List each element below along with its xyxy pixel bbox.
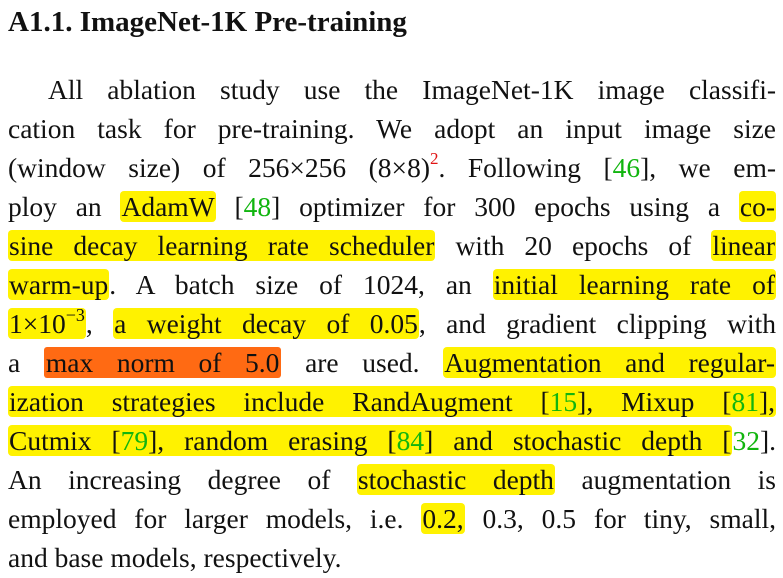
highlight: AdamW — [120, 191, 216, 222]
highlight: linear — [711, 230, 776, 261]
footnote-mark[interactable]: 2 — [429, 149, 439, 168]
paragraph: All ablation study use the ImageNet-1K i… — [8, 70, 776, 577]
text-span: a — [8, 347, 44, 378]
text-line: and base models, respectively. — [8, 538, 776, 577]
text-span: . Following [ — [438, 152, 613, 183]
text-span: are used. — [281, 347, 444, 378]
text-span: ]. — [759, 425, 777, 456]
section-heading: A1.1. ImageNet-1K Pre-training — [8, 6, 407, 38]
text-span: 1×10 — [9, 308, 66, 339]
text-line: cation task for pre-training. We adopt a… — [8, 109, 776, 148]
exponent: −3 — [65, 305, 85, 325]
text-span: Cutmix [ — [9, 425, 121, 456]
text-line: 1×10−3, a weight decay of 0.05, and grad… — [8, 304, 776, 343]
text-span: , and gradient clipping with — [418, 308, 777, 339]
citation-link[interactable]: 15 — [549, 386, 578, 417]
text-span: ploy an — [8, 191, 121, 222]
text-span: (window size) of 256×256 (8×8) — [8, 152, 430, 183]
text-span: ], we em- — [640, 152, 777, 183]
citation-link[interactable]: 84 — [396, 425, 425, 456]
text-span: and base models, respectively. — [8, 542, 342, 573]
text-span: employed for larger models, i.e. — [8, 503, 422, 534]
text-line: employed for larger models, i.e. 0.2, 0.… — [8, 499, 776, 538]
highlight: warm-up — [8, 269, 110, 300]
highlight: Augmentation and regular- — [443, 347, 776, 378]
highlight-orange: max norm of 5.0 — [43, 347, 282, 378]
highlight: ization strategies include RandAugment [… — [8, 386, 776, 417]
text-span: All ablation study use the ImageNet-1K i… — [48, 74, 776, 105]
text-line: a max norm of 5.0 are used. Augmentation… — [8, 343, 776, 382]
text-line: An increasing degree of stochastic depth… — [8, 460, 776, 499]
text-span: 0.3, 0.5 for tiny, small, — [464, 503, 777, 534]
citation-link[interactable]: 46 — [612, 152, 641, 183]
text-line: warm-up. A batch size of 1024, an initia… — [8, 265, 776, 304]
highlight: co- — [738, 191, 776, 222]
text-span: ], Mixup [ — [577, 386, 732, 417]
text-line: sine decay learning rate scheduler with … — [8, 226, 776, 265]
highlight: stochastic depth — [356, 464, 555, 495]
text-span: ], random erasing [ — [148, 425, 397, 456]
text-line: ploy an AdamW [48] optimizer for 300 epo… — [8, 187, 776, 226]
highlight: Cutmix [79], random erasing [84] and sto… — [8, 425, 733, 456]
highlight: initial learning rate of — [492, 269, 776, 300]
highlight: a weight decay of 0.05 — [113, 308, 419, 339]
text-line: ization strategies include RandAugment [… — [8, 382, 776, 421]
citation-link[interactable]: 79 — [120, 425, 149, 456]
text-span: cation task for pre-training. We adopt a… — [8, 113, 776, 144]
highlight: 0.2, — [421, 503, 465, 534]
text-span: An increasing degree of — [8, 464, 357, 495]
text-span: augmentation is — [554, 464, 776, 495]
text-line: All ablation study use the ImageNet-1K i… — [8, 70, 776, 109]
text-span: ], — [758, 386, 775, 417]
citation-link[interactable]: 32 — [732, 425, 760, 456]
text-span: ] optimizer for 300 epochs using a — [271, 191, 739, 222]
text-span: ization strategies include RandAugment [ — [9, 386, 550, 417]
citation-link[interactable]: 48 — [243, 191, 272, 222]
text-span: ] and stochastic depth [ — [424, 425, 732, 456]
text-line: Cutmix [79], random erasing [84] and sto… — [8, 421, 776, 460]
citation-link[interactable]: 81 — [731, 386, 759, 417]
text-line: (window size) of 256×256 (8×8)2. Followi… — [8, 148, 776, 187]
text-span: with 20 epochs of — [435, 230, 712, 261]
text-span: . A batch size of 1024, an — [109, 269, 493, 300]
text-span: [ — [215, 191, 244, 222]
text-span: , — [85, 308, 114, 339]
highlight: 1×10−3 — [8, 305, 86, 339]
highlight: sine decay learning rate scheduler — [8, 230, 436, 261]
